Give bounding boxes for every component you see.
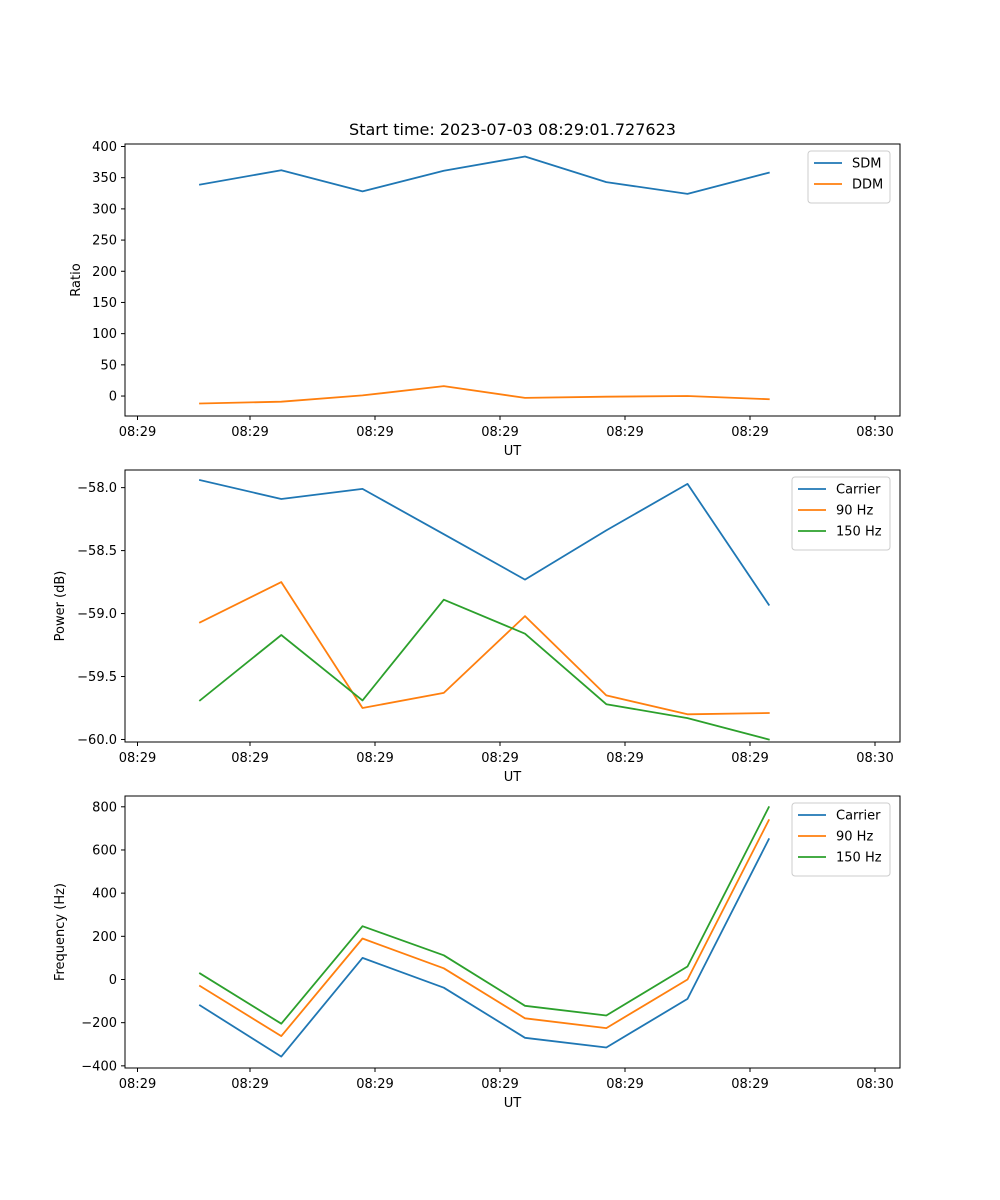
legend-label: 90 Hz bbox=[836, 830, 873, 845]
x-tick-label: 08:29 bbox=[231, 1077, 268, 1092]
plot-frame bbox=[124, 469, 901, 743]
y-tick-label: 0 bbox=[109, 390, 117, 405]
x-axis-label: UT bbox=[504, 770, 522, 785]
x-tick-label: 08:29 bbox=[731, 425, 768, 440]
plot-frame bbox=[124, 143, 901, 417]
x-tick-label: 08:29 bbox=[119, 1077, 156, 1092]
x-tick-label: 08:29 bbox=[481, 1077, 518, 1092]
chart-panel-2: −60.0 −59.5 −59.0 −58.5 −58.0 08:29 08:29 08:29… bbox=[53, 469, 901, 785]
y-tick-label: −200 bbox=[81, 1016, 117, 1031]
y-tick-label: 200 bbox=[92, 930, 117, 945]
y-tick-label: −58.5 bbox=[77, 544, 117, 559]
x-tick-label: 08:29 bbox=[231, 425, 268, 440]
legend-label: DDM bbox=[852, 178, 883, 193]
legend-label: 150 Hz bbox=[836, 525, 882, 540]
chart-title: Start time: 2023-07-03 08:29:01.727623 bbox=[349, 120, 676, 139]
series-line-150-hz bbox=[198, 598, 770, 741]
chart-panel-1: Start time: 2023-07-03 08:29:01.727623 0 5… bbox=[69, 120, 901, 459]
y-tick-label: 350 bbox=[92, 171, 117, 186]
series-line-150-hz bbox=[198, 805, 771, 1025]
x-tick-label: 08:30 bbox=[856, 751, 893, 766]
legend-label: Carrier bbox=[836, 809, 881, 824]
y-tick-label: −400 bbox=[81, 1059, 117, 1074]
x-tick-label: 08:29 bbox=[356, 1077, 393, 1092]
legend-label: SDM bbox=[852, 157, 881, 172]
legend-label: Carrier bbox=[836, 483, 881, 498]
y-tick-label: 50 bbox=[100, 358, 117, 373]
y-tick-label: 400 bbox=[92, 140, 117, 155]
chart-panel-3: −400 −200 0 200 400 600 800 08:29 08:29 08:29 08:2… bbox=[53, 795, 901, 1111]
x-tick-label: 08:29 bbox=[606, 751, 643, 766]
y-tick-label: −59.0 bbox=[77, 607, 117, 622]
y-tick-label: 200 bbox=[92, 265, 117, 280]
y-tick-label: −59.5 bbox=[77, 670, 117, 685]
y-tick-label: 300 bbox=[92, 202, 117, 217]
series-line-carrier bbox=[198, 479, 771, 606]
y-tick-label: −60.0 bbox=[77, 733, 117, 748]
series-line-ddm bbox=[199, 385, 770, 405]
x-tick-label: 08:30 bbox=[856, 1077, 893, 1092]
series-line-carrier bbox=[198, 837, 771, 1058]
y-tick-label: −58.0 bbox=[77, 481, 117, 496]
y-tick-label: 100 bbox=[92, 327, 117, 342]
x-axis-label: UT bbox=[504, 1096, 522, 1111]
y-tick-label: 0 bbox=[109, 973, 117, 988]
x-tick-label: 08:29 bbox=[356, 751, 393, 766]
x-tick-label: 08:29 bbox=[606, 1077, 643, 1092]
legend: SDM DDM bbox=[807, 150, 891, 204]
legend-box bbox=[807, 150, 891, 204]
series-line-sdm bbox=[198, 155, 770, 195]
series-line-90-hz bbox=[198, 581, 770, 716]
legend-label: 150 Hz bbox=[836, 851, 882, 866]
x-tick-label: 08:29 bbox=[119, 751, 156, 766]
series-line-90-hz bbox=[198, 818, 771, 1037]
y-axis-label: Power (dB) bbox=[53, 571, 68, 642]
x-tick-label: 08:30 bbox=[856, 425, 893, 440]
y-tick-label: 150 bbox=[92, 296, 117, 311]
y-tick-label: 600 bbox=[92, 843, 117, 858]
y-tick-label: 800 bbox=[92, 800, 117, 815]
x-tick-label: 08:29 bbox=[606, 425, 643, 440]
x-tick-label: 08:29 bbox=[119, 425, 156, 440]
x-tick-label: 08:29 bbox=[731, 1077, 768, 1092]
y-tick-label: 400 bbox=[92, 887, 117, 902]
x-axis-label: UT bbox=[504, 444, 522, 459]
y-axis-label: Ratio bbox=[69, 263, 84, 296]
y-tick-label: 250 bbox=[92, 234, 117, 249]
x-tick-label: 08:29 bbox=[231, 751, 268, 766]
x-tick-label: 08:29 bbox=[481, 751, 518, 766]
legend: Carrier 90 Hz 150 Hz bbox=[791, 802, 891, 877]
legend: Carrier 90 Hz 150 Hz bbox=[791, 476, 891, 551]
x-tick-label: 08:29 bbox=[356, 425, 393, 440]
plot-frame bbox=[124, 795, 901, 1069]
y-axis-label: Frequency (Hz) bbox=[53, 883, 68, 981]
x-tick-label: 08:29 bbox=[481, 425, 518, 440]
legend-label: 90 Hz bbox=[836, 504, 873, 519]
x-tick-label: 08:29 bbox=[731, 751, 768, 766]
